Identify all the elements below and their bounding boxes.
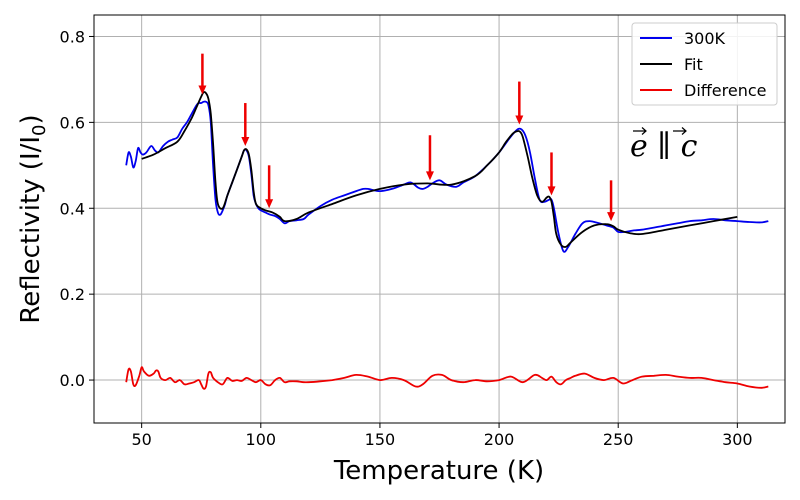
annotation-vector-arrows <box>633 127 687 135</box>
feature-arrow-head <box>547 186 556 196</box>
y-axis-label-subscript: 0 <box>29 125 50 136</box>
x-tick-label: 300 <box>722 430 753 449</box>
y-tick-label: 0.4 <box>60 199 85 218</box>
series-line-fit <box>141 91 738 248</box>
y-axis-label-main: Reflectivity (I/I <box>16 136 46 324</box>
feature-arrow-head <box>265 199 274 209</box>
series-layer <box>125 91 769 390</box>
legend-label: Fit <box>684 55 703 74</box>
series-line-300k <box>125 100 769 253</box>
plot-frame <box>93 14 786 424</box>
x-axis-label: Temperature (K) <box>333 456 544 486</box>
y-tick-label: 0.6 <box>60 113 85 132</box>
legend-items: 300K Fit Difference <box>640 29 766 100</box>
x-tick-label: 200 <box>484 430 515 449</box>
polarization-annotation: e ∥ c <box>630 129 698 164</box>
legend-label: 300K <box>684 29 726 48</box>
y-tick-label: 0.0 <box>60 371 85 390</box>
x-tick-label: 250 <box>603 430 634 449</box>
feature-arrow <box>425 135 434 181</box>
feature-arrow-head <box>515 115 524 125</box>
legend-item-fit: Fit <box>640 55 703 74</box>
feature-arrow <box>607 180 616 222</box>
feature-arrow <box>241 103 250 146</box>
y-axis-label-close: ) <box>16 114 46 124</box>
x-tick-label: 150 <box>365 430 396 449</box>
feature-arrow-head <box>198 85 207 95</box>
legend: 300K Fit Difference <box>631 22 778 106</box>
series-line-difference <box>125 366 769 390</box>
feature-arrow-head <box>241 136 250 146</box>
tick-layer: 50 100 150 200 250 300 0.0 0.2 0.4 0.6 0.8 <box>60 27 753 449</box>
x-tick-label: 100 <box>246 430 277 449</box>
y-tick-label: 0.2 <box>60 285 85 304</box>
x-tick-label: 50 <box>131 430 151 449</box>
legend-frame <box>631 22 778 106</box>
legend-label: Difference <box>684 81 766 100</box>
legend-item-300k: 300K <box>640 29 726 48</box>
feature-arrow <box>547 152 556 196</box>
feature-arrow <box>265 165 274 209</box>
legend-item-difference: Difference <box>640 81 766 100</box>
feature-arrow <box>198 53 207 95</box>
feature-arrow <box>515 81 524 125</box>
feature-arrow-head <box>425 171 434 181</box>
y-axis-label: Reflectivity (I/I0) <box>16 114 50 323</box>
feature-arrow-head <box>607 212 616 222</box>
y-tick-label: 0.8 <box>60 27 85 46</box>
arrow-layer <box>198 53 616 222</box>
